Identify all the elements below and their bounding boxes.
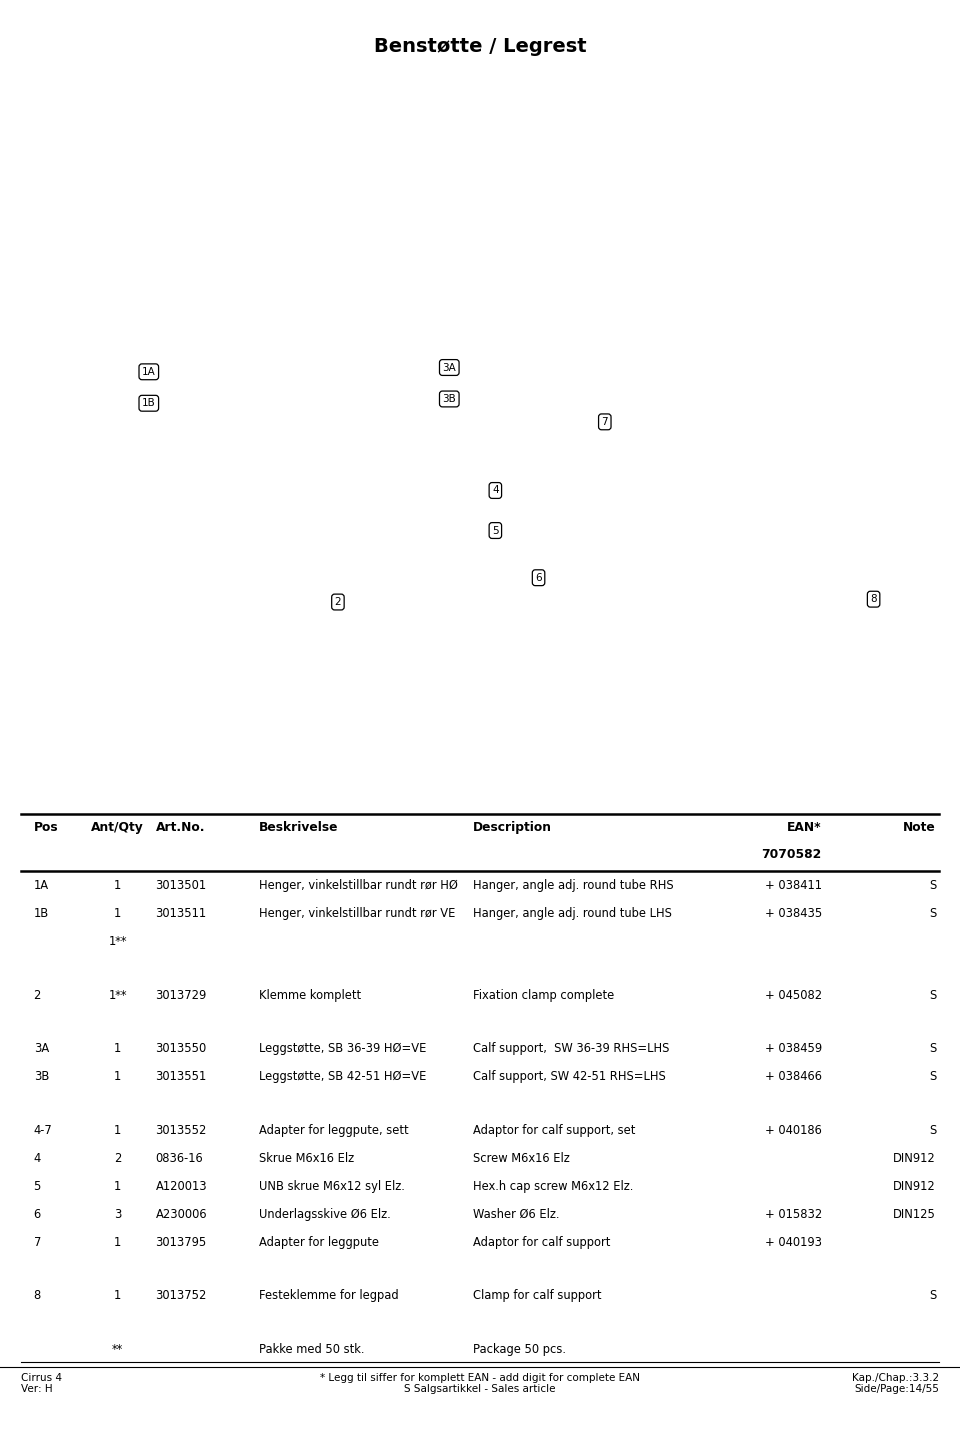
Text: + 045082: + 045082 [764,990,822,1002]
Text: Ant/Qty: Ant/Qty [91,821,144,834]
Text: S: S [928,990,936,1002]
Text: 1: 1 [114,908,121,921]
Text: 7: 7 [602,418,608,426]
Text: Henger, vinkelstillbar rundt rør HØ: Henger, vinkelstillbar rundt rør HØ [259,879,458,892]
Text: S: S [928,1071,936,1084]
Text: Henger, vinkelstillbar rundt rør VE: Henger, vinkelstillbar rundt rør VE [259,908,456,921]
Text: 1B: 1B [34,908,49,921]
Text: Pos: Pos [34,821,59,834]
Text: DIN912: DIN912 [893,1153,936,1165]
Text: 2: 2 [34,990,41,1002]
Text: S: S [928,1124,936,1137]
Text: 5: 5 [34,1180,41,1193]
Text: 3013551: 3013551 [156,1071,206,1084]
Text: UNB skrue M6x12 syl Elz.: UNB skrue M6x12 syl Elz. [259,1180,405,1193]
Text: 1: 1 [114,1042,121,1055]
Text: A230006: A230006 [156,1207,207,1221]
Text: S: S [928,1042,936,1055]
Text: Clamp for calf support: Clamp for calf support [473,1290,602,1303]
Text: 1**: 1** [108,990,127,1002]
Text: Calf support,  SW 36-39 RHS=LHS: Calf support, SW 36-39 RHS=LHS [473,1042,670,1055]
Text: 7070582: 7070582 [761,848,822,861]
Text: Klemme komplett: Klemme komplett [259,990,361,1002]
Text: 6: 6 [34,1207,41,1221]
Text: Leggstøtte, SB 36-39 HØ=VE: Leggstøtte, SB 36-39 HØ=VE [259,1042,426,1055]
Text: 4-7: 4-7 [34,1124,53,1137]
Text: Adapter for leggpute: Adapter for leggpute [259,1236,379,1248]
Text: Adaptor for calf support, set: Adaptor for calf support, set [473,1124,636,1137]
Text: Washer Ø6 Elz.: Washer Ø6 Elz. [473,1207,560,1221]
Text: Hex.h cap screw M6x12 Elz.: Hex.h cap screw M6x12 Elz. [473,1180,634,1193]
Text: 6: 6 [536,573,541,582]
Text: 3013752: 3013752 [156,1290,207,1303]
Text: + 038411: + 038411 [765,879,822,892]
Text: Adapter for leggpute, sett: Adapter for leggpute, sett [259,1124,409,1137]
Text: **: ** [112,1343,123,1356]
Text: Festeklemme for legpad: Festeklemme for legpad [259,1290,398,1303]
Text: 1: 1 [114,1236,121,1248]
Text: A120013: A120013 [156,1180,207,1193]
Text: + 038466: + 038466 [765,1071,822,1084]
Text: Skrue M6x16 Elz: Skrue M6x16 Elz [259,1153,354,1165]
Text: 4: 4 [492,486,498,495]
Text: 2: 2 [114,1153,121,1165]
Text: 1**: 1** [108,935,127,948]
Text: + 040193: + 040193 [765,1236,822,1248]
Text: EAN*: EAN* [787,821,822,834]
Text: 3: 3 [114,1207,121,1221]
Text: Benstøtte / Legrest: Benstøtte / Legrest [373,37,587,56]
Text: Description: Description [473,821,552,834]
Text: Underlagsskive Ø6 Elz.: Underlagsskive Ø6 Elz. [259,1207,391,1221]
Text: 3B: 3B [443,395,456,403]
Text: Hanger, angle adj. round tube RHS: Hanger, angle adj. round tube RHS [473,879,674,892]
Text: + 040186: + 040186 [765,1124,822,1137]
Text: 1: 1 [114,879,121,892]
Text: 1: 1 [114,1071,121,1084]
Text: 1A: 1A [142,368,156,376]
Text: Leggstøtte, SB 42-51 HØ=VE: Leggstøtte, SB 42-51 HØ=VE [259,1071,426,1084]
Text: * Legg til siffer for komplett EAN - add digit for complete EAN
S Salgsartikkel : * Legg til siffer for komplett EAN - add… [320,1373,640,1394]
Text: 7: 7 [34,1236,41,1248]
Text: 3013501: 3013501 [156,879,206,892]
Text: 3013550: 3013550 [156,1042,206,1055]
Text: 8: 8 [34,1290,41,1303]
Text: 1: 1 [114,1290,121,1303]
Text: 1A: 1A [34,879,49,892]
Text: Beskrivelse: Beskrivelse [259,821,339,834]
Text: 3013729: 3013729 [156,990,206,1002]
Text: S: S [928,908,936,921]
Text: Adaptor for calf support: Adaptor for calf support [473,1236,611,1248]
Text: Screw M6x16 Elz: Screw M6x16 Elz [473,1153,570,1165]
Text: Hanger, angle adj. round tube LHS: Hanger, angle adj. round tube LHS [473,908,672,921]
Text: + 038459: + 038459 [764,1042,822,1055]
Text: 5: 5 [492,526,498,535]
Text: S: S [928,879,936,892]
Text: DIN912: DIN912 [893,1180,936,1193]
Text: Note: Note [903,821,936,834]
Text: 1: 1 [114,1124,121,1137]
Text: 1B: 1B [142,399,156,408]
Text: + 038435: + 038435 [764,908,822,921]
Text: Calf support, SW 42-51 RHS=LHS: Calf support, SW 42-51 RHS=LHS [473,1071,666,1084]
Text: Cirrus 4
Ver: H: Cirrus 4 Ver: H [21,1373,62,1394]
Text: 3013552: 3013552 [156,1124,207,1137]
Text: Kap./Chap.:3.3.2
Side/Page:14/55: Kap./Chap.:3.3.2 Side/Page:14/55 [852,1373,939,1394]
Text: S: S [928,1290,936,1303]
Text: 4: 4 [34,1153,41,1165]
Text: 3013511: 3013511 [156,908,206,921]
Text: Art.No.: Art.No. [156,821,205,834]
Text: Pakke med 50 stk.: Pakke med 50 stk. [259,1343,365,1356]
Text: Package 50 pcs.: Package 50 pcs. [473,1343,566,1356]
Text: + 015832: + 015832 [764,1207,822,1221]
Text: 8: 8 [871,595,876,603]
Text: 3B: 3B [34,1071,49,1084]
Text: DIN125: DIN125 [893,1207,936,1221]
Text: 2: 2 [335,598,341,606]
Text: 1: 1 [114,1180,121,1193]
Text: 3013795: 3013795 [156,1236,206,1248]
Text: 3A: 3A [443,363,456,372]
Text: 0836-16: 0836-16 [156,1153,204,1165]
Text: Fixation clamp complete: Fixation clamp complete [473,990,614,1002]
Text: 3A: 3A [34,1042,49,1055]
